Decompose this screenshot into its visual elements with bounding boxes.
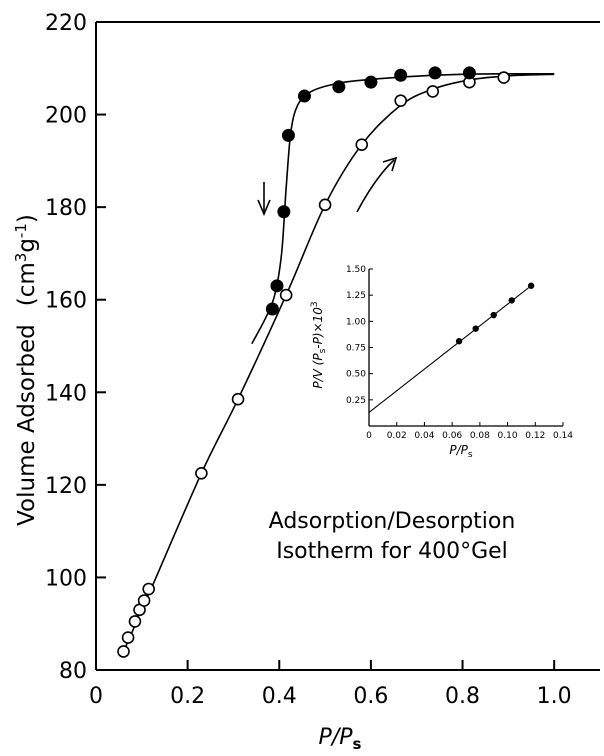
y-tick-label: 100 <box>45 566 87 591</box>
desorption-point <box>297 89 311 103</box>
inset-x-tick-label: 0.08 <box>470 431 490 441</box>
adsorption-point <box>426 85 440 98</box>
y-tick-label: 140 <box>45 381 87 406</box>
inset-y-axis-subscript: s <box>318 348 328 353</box>
y-tick-label: 220 <box>45 11 87 36</box>
inset-y-axis-superscript: 3 <box>310 301 320 307</box>
inset-y-tick-label: 0.50 <box>346 370 366 380</box>
inset-x-tick-label: 0.02 <box>387 431 407 441</box>
adsorption-point <box>231 392 245 406</box>
inset-chart: 0.25 0.50 0.75 1.00 1.25 1.50 0 0.02 0.04 0.06 0.0… <box>307 254 579 488</box>
adsorption-point <box>195 466 208 480</box>
y-axis-unit-suffix: ) <box>14 214 40 223</box>
inset-fit-line <box>368 285 532 413</box>
adsorption-point <box>142 582 155 596</box>
adsorption-point <box>318 198 332 212</box>
annotation-line-2: Isotherm for 400°Gel <box>276 539 508 564</box>
desorption-point <box>462 66 476 80</box>
adsorption-arrow-head <box>382 156 398 172</box>
y-axis-unit-sup: -1 <box>12 223 30 238</box>
inset-x-axis-label: P/Ps <box>449 443 473 460</box>
y-axis-label: Volume Adsorbed (cm3g-1) <box>12 214 40 526</box>
adsorption-point <box>128 615 142 628</box>
annotation-line-1: Adsorption/Desorption <box>269 509 516 534</box>
desorption-point <box>281 128 295 142</box>
adsorption-point <box>121 631 135 644</box>
y-axis-unit-mid: g <box>14 238 40 253</box>
inset-y-axis-title: P/V (P <box>311 353 325 389</box>
y-axis-title: Volume Adsorbed <box>14 324 40 526</box>
inset-x-axis-subscript: s <box>468 450 473 460</box>
x-tick-label: 0.2 <box>170 684 205 709</box>
desorption-point <box>394 68 408 82</box>
y-axis-unit-sup: 3 <box>12 253 30 263</box>
y-tick-label: 120 <box>45 474 87 499</box>
adsorption-point <box>355 138 369 151</box>
inset-data-point <box>490 311 497 319</box>
y-tick-label: 200 <box>45 104 87 129</box>
desorption-point <box>270 279 284 293</box>
inset-data-point <box>455 338 463 345</box>
desorption-point <box>277 205 291 219</box>
inset-y-axis-rest: -P)×10 <box>311 307 325 349</box>
y-tick-label: 180 <box>45 196 87 221</box>
inset-x-tick-label: 0.04 <box>414 431 434 441</box>
y-axis-unit-prefix: (cm <box>14 262 40 306</box>
desorption-point <box>364 75 378 89</box>
inset-x-axis-title: P/P <box>449 443 468 457</box>
inset-data-point <box>508 297 515 304</box>
adsorption-point <box>117 645 130 658</box>
inset-y-tick-label: 0.25 <box>346 396 366 406</box>
y-tick-label: 80 <box>59 659 87 684</box>
adsorption-point <box>394 94 407 107</box>
inset-x-tick-label: 0 <box>366 431 372 441</box>
x-axis-title: P/P <box>319 725 354 750</box>
x-tick-label: 0.6 <box>353 684 388 709</box>
x-tick-label: 0 <box>89 684 103 709</box>
inset-x-tick-label: 0.14 <box>553 431 573 441</box>
x-tick-label: 0.8 <box>445 684 480 709</box>
inset-y-tick-label: 1.50 <box>346 265 366 275</box>
adsorption-point <box>279 288 293 302</box>
inset-x-tick-label: 0.10 <box>498 431 518 441</box>
inset-y-tick-label: 1.00 <box>346 317 366 327</box>
y-tick-label: 160 <box>45 289 87 314</box>
x-tick-label: 1.0 <box>537 684 572 709</box>
inset-data-point <box>472 325 479 332</box>
inset-y-tick-label: 1.25 <box>346 291 366 301</box>
inset-y-axis-label: P/V (Ps-P)×103 <box>310 301 328 388</box>
x-tick-label: 0.4 <box>262 684 297 709</box>
inset-x-tick-label: 0.06 <box>442 431 462 441</box>
adsorption-point <box>137 594 151 607</box>
desorption-point <box>428 66 442 80</box>
adsorption-point <box>497 71 511 84</box>
desorption-arrow-head <box>257 199 271 217</box>
inset-y-tick-label: 0.75 <box>346 344 366 354</box>
inset-background <box>307 254 579 488</box>
inset-x-tick-label: 0.12 <box>525 431 545 441</box>
x-axis-label: P/Ps <box>319 725 362 753</box>
main-chart: 80 100 120 140 160 180 200 220 0 0.2 0.4 0.6 0.8 1.0 V… <box>12 11 600 753</box>
adsorption-arrow-shaft <box>356 159 395 213</box>
desorption-point <box>265 302 279 316</box>
x-axis-subscript: s <box>353 735 362 753</box>
inset-data-point <box>527 282 535 289</box>
desorption-point <box>332 80 346 94</box>
